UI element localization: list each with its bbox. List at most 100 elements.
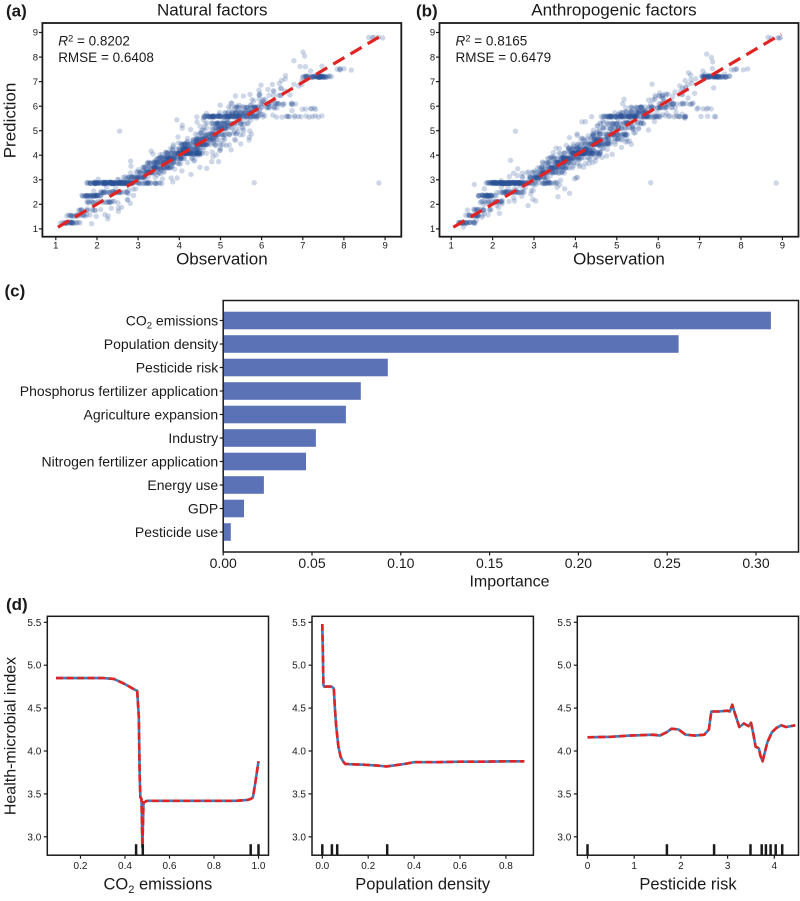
svg-text:GDP: GDP [188,501,218,517]
svg-text:Anthropogenic factors: Anthropogenic factors [531,0,696,19]
svg-text:4.5: 4.5 [27,704,41,715]
svg-text:Phosphorus fertilizer applicat: Phosphorus fertilizer application [20,383,218,399]
svg-text:5.0: 5.0 [292,661,306,672]
svg-text:8: 8 [341,240,346,251]
svg-text:4.0: 4.0 [27,747,41,758]
svg-text:Pesticide risk: Pesticide risk [136,360,219,376]
svg-text:0.8: 0.8 [499,861,513,872]
svg-text:4: 4 [33,150,38,161]
svg-text:4.5: 4.5 [292,704,306,715]
svg-text:1: 1 [449,240,454,251]
svg-text:Pesticide risk: Pesticide risk [639,875,737,893]
svg-text:0.8: 0.8 [207,861,221,872]
svg-text:2: 2 [94,240,99,251]
svg-text:CO2 emissions: CO2 emissions [126,313,218,332]
svg-text:RMSE = 0.6408: RMSE = 0.6408 [58,50,154,65]
svg-text:Nitrogen fertilizer applicatio: Nitrogen fertilizer application [42,454,219,470]
svg-text:(a): (a) [6,1,27,20]
svg-text:3: 3 [135,240,140,251]
svg-text:2: 2 [678,861,684,872]
svg-text:3: 3 [725,861,731,872]
svg-text:4.5: 4.5 [557,704,571,715]
svg-text:3: 3 [33,175,38,186]
svg-text:0.4: 0.4 [407,861,421,872]
svg-text:4: 4 [177,240,182,251]
svg-text:1.0: 1.0 [252,861,266,872]
svg-text:2: 2 [33,200,38,211]
svg-text:Population density: Population density [104,336,218,352]
svg-text:Pesticide use: Pesticide use [135,524,218,540]
svg-text:3.0: 3.0 [557,832,571,843]
svg-text:6: 6 [656,240,661,251]
svg-text:Health-microbial index: Health-microbial index [3,657,20,815]
svg-text:7: 7 [33,77,38,88]
svg-text:5.5: 5.5 [27,618,41,629]
svg-text:Energy use: Energy use [147,477,218,493]
svg-text:0.25: 0.25 [654,555,681,571]
svg-text:9: 9 [780,240,785,251]
svg-text:R2 = 0.8202: R2 = 0.8202 [58,33,130,48]
svg-text:8: 8 [430,52,435,63]
svg-text:RMSE = 0.6479: RMSE = 0.6479 [456,50,552,65]
svg-text:4.0: 4.0 [292,747,306,758]
svg-text:3.5: 3.5 [557,789,571,800]
svg-text:0.4: 0.4 [118,861,132,872]
svg-text:4: 4 [430,150,435,161]
svg-text:0.30: 0.30 [742,555,769,571]
svg-text:1: 1 [430,224,435,235]
svg-text:3.5: 3.5 [27,789,41,800]
svg-text:0.2: 0.2 [361,861,375,872]
svg-text:0.2: 0.2 [74,861,88,872]
svg-text:Importance: Importance [469,574,549,591]
svg-text:8: 8 [738,240,743,251]
svg-text:2: 2 [490,240,495,251]
svg-text:R2 = 0.8165: R2 = 0.8165 [456,33,528,48]
svg-text:3.5: 3.5 [292,789,306,800]
svg-text:0.6: 0.6 [163,861,177,872]
svg-text:4.0: 4.0 [557,747,571,758]
svg-text:(c): (c) [5,281,26,300]
svg-text:6: 6 [33,101,38,112]
svg-text:Observation: Observation [176,250,268,269]
svg-text:Prediction: Prediction [1,83,20,159]
svg-text:Agriculture expansion: Agriculture expansion [84,407,219,423]
svg-text:(b): (b) [416,1,438,20]
svg-text:8: 8 [33,52,38,63]
svg-text:(d): (d) [6,595,28,614]
svg-text:3.0: 3.0 [27,832,41,843]
svg-text:5: 5 [430,126,435,137]
svg-text:Industry: Industry [168,430,218,446]
svg-text:0.6: 0.6 [453,861,467,872]
svg-text:3: 3 [531,240,536,251]
svg-text:5.5: 5.5 [557,618,571,629]
svg-text:7: 7 [430,77,435,88]
svg-text:5.0: 5.0 [557,661,571,672]
svg-text:1: 1 [33,224,38,235]
svg-text:2: 2 [430,200,435,211]
svg-text:4: 4 [573,240,578,251]
svg-text:0.10: 0.10 [387,555,414,571]
svg-text:1: 1 [631,861,637,872]
svg-text:7: 7 [300,240,305,251]
svg-text:9: 9 [33,28,38,39]
svg-text:Population density: Population density [355,875,491,893]
svg-text:1: 1 [53,240,58,251]
svg-text:0: 0 [585,861,591,872]
svg-text:5.0: 5.0 [27,661,41,672]
svg-text:5: 5 [218,240,223,251]
svg-text:3: 3 [430,175,435,186]
svg-text:0.0: 0.0 [315,861,329,872]
svg-text:Observation: Observation [573,250,665,269]
svg-text:0.20: 0.20 [565,555,592,571]
svg-text:5: 5 [33,126,38,137]
svg-text:3.0: 3.0 [292,832,306,843]
svg-text:0.15: 0.15 [476,555,503,571]
svg-text:9: 9 [382,240,387,251]
svg-text:0.05: 0.05 [298,555,325,571]
svg-text:7: 7 [697,240,702,251]
svg-text:4: 4 [772,861,778,872]
svg-text:5.5: 5.5 [292,618,306,629]
svg-text:Natural factors: Natural factors [157,0,268,19]
svg-text:5: 5 [614,240,619,251]
svg-text:9: 9 [430,28,435,39]
